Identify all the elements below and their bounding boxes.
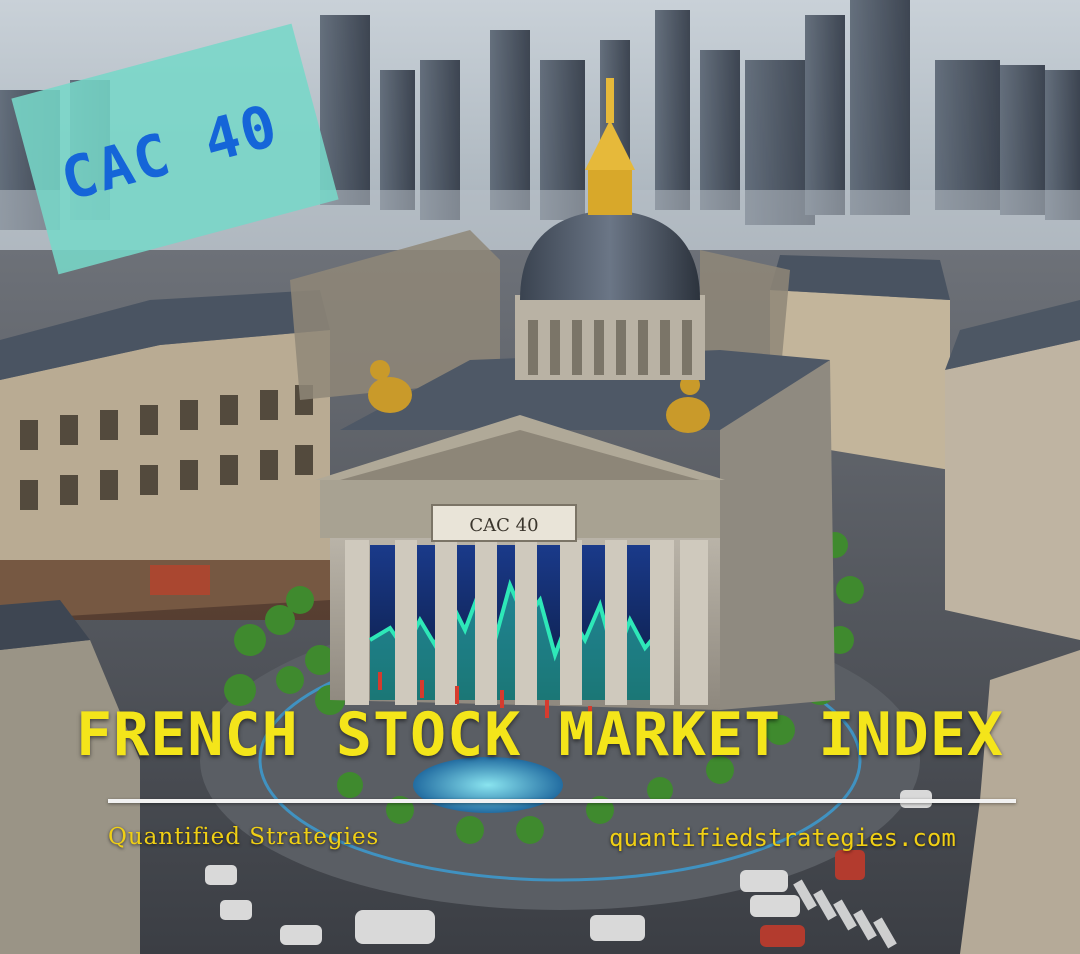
divider-line [108,799,1016,803]
footer-brand: Quantified Strategies [108,824,380,850]
footer-url: quantifiedstrategies.com [609,824,956,852]
headline: FRENCH STOCK MARKET INDEX [75,700,1005,770]
badge-text: CAC 40 [53,90,286,214]
building-sign: CAC 40 [469,515,538,536]
